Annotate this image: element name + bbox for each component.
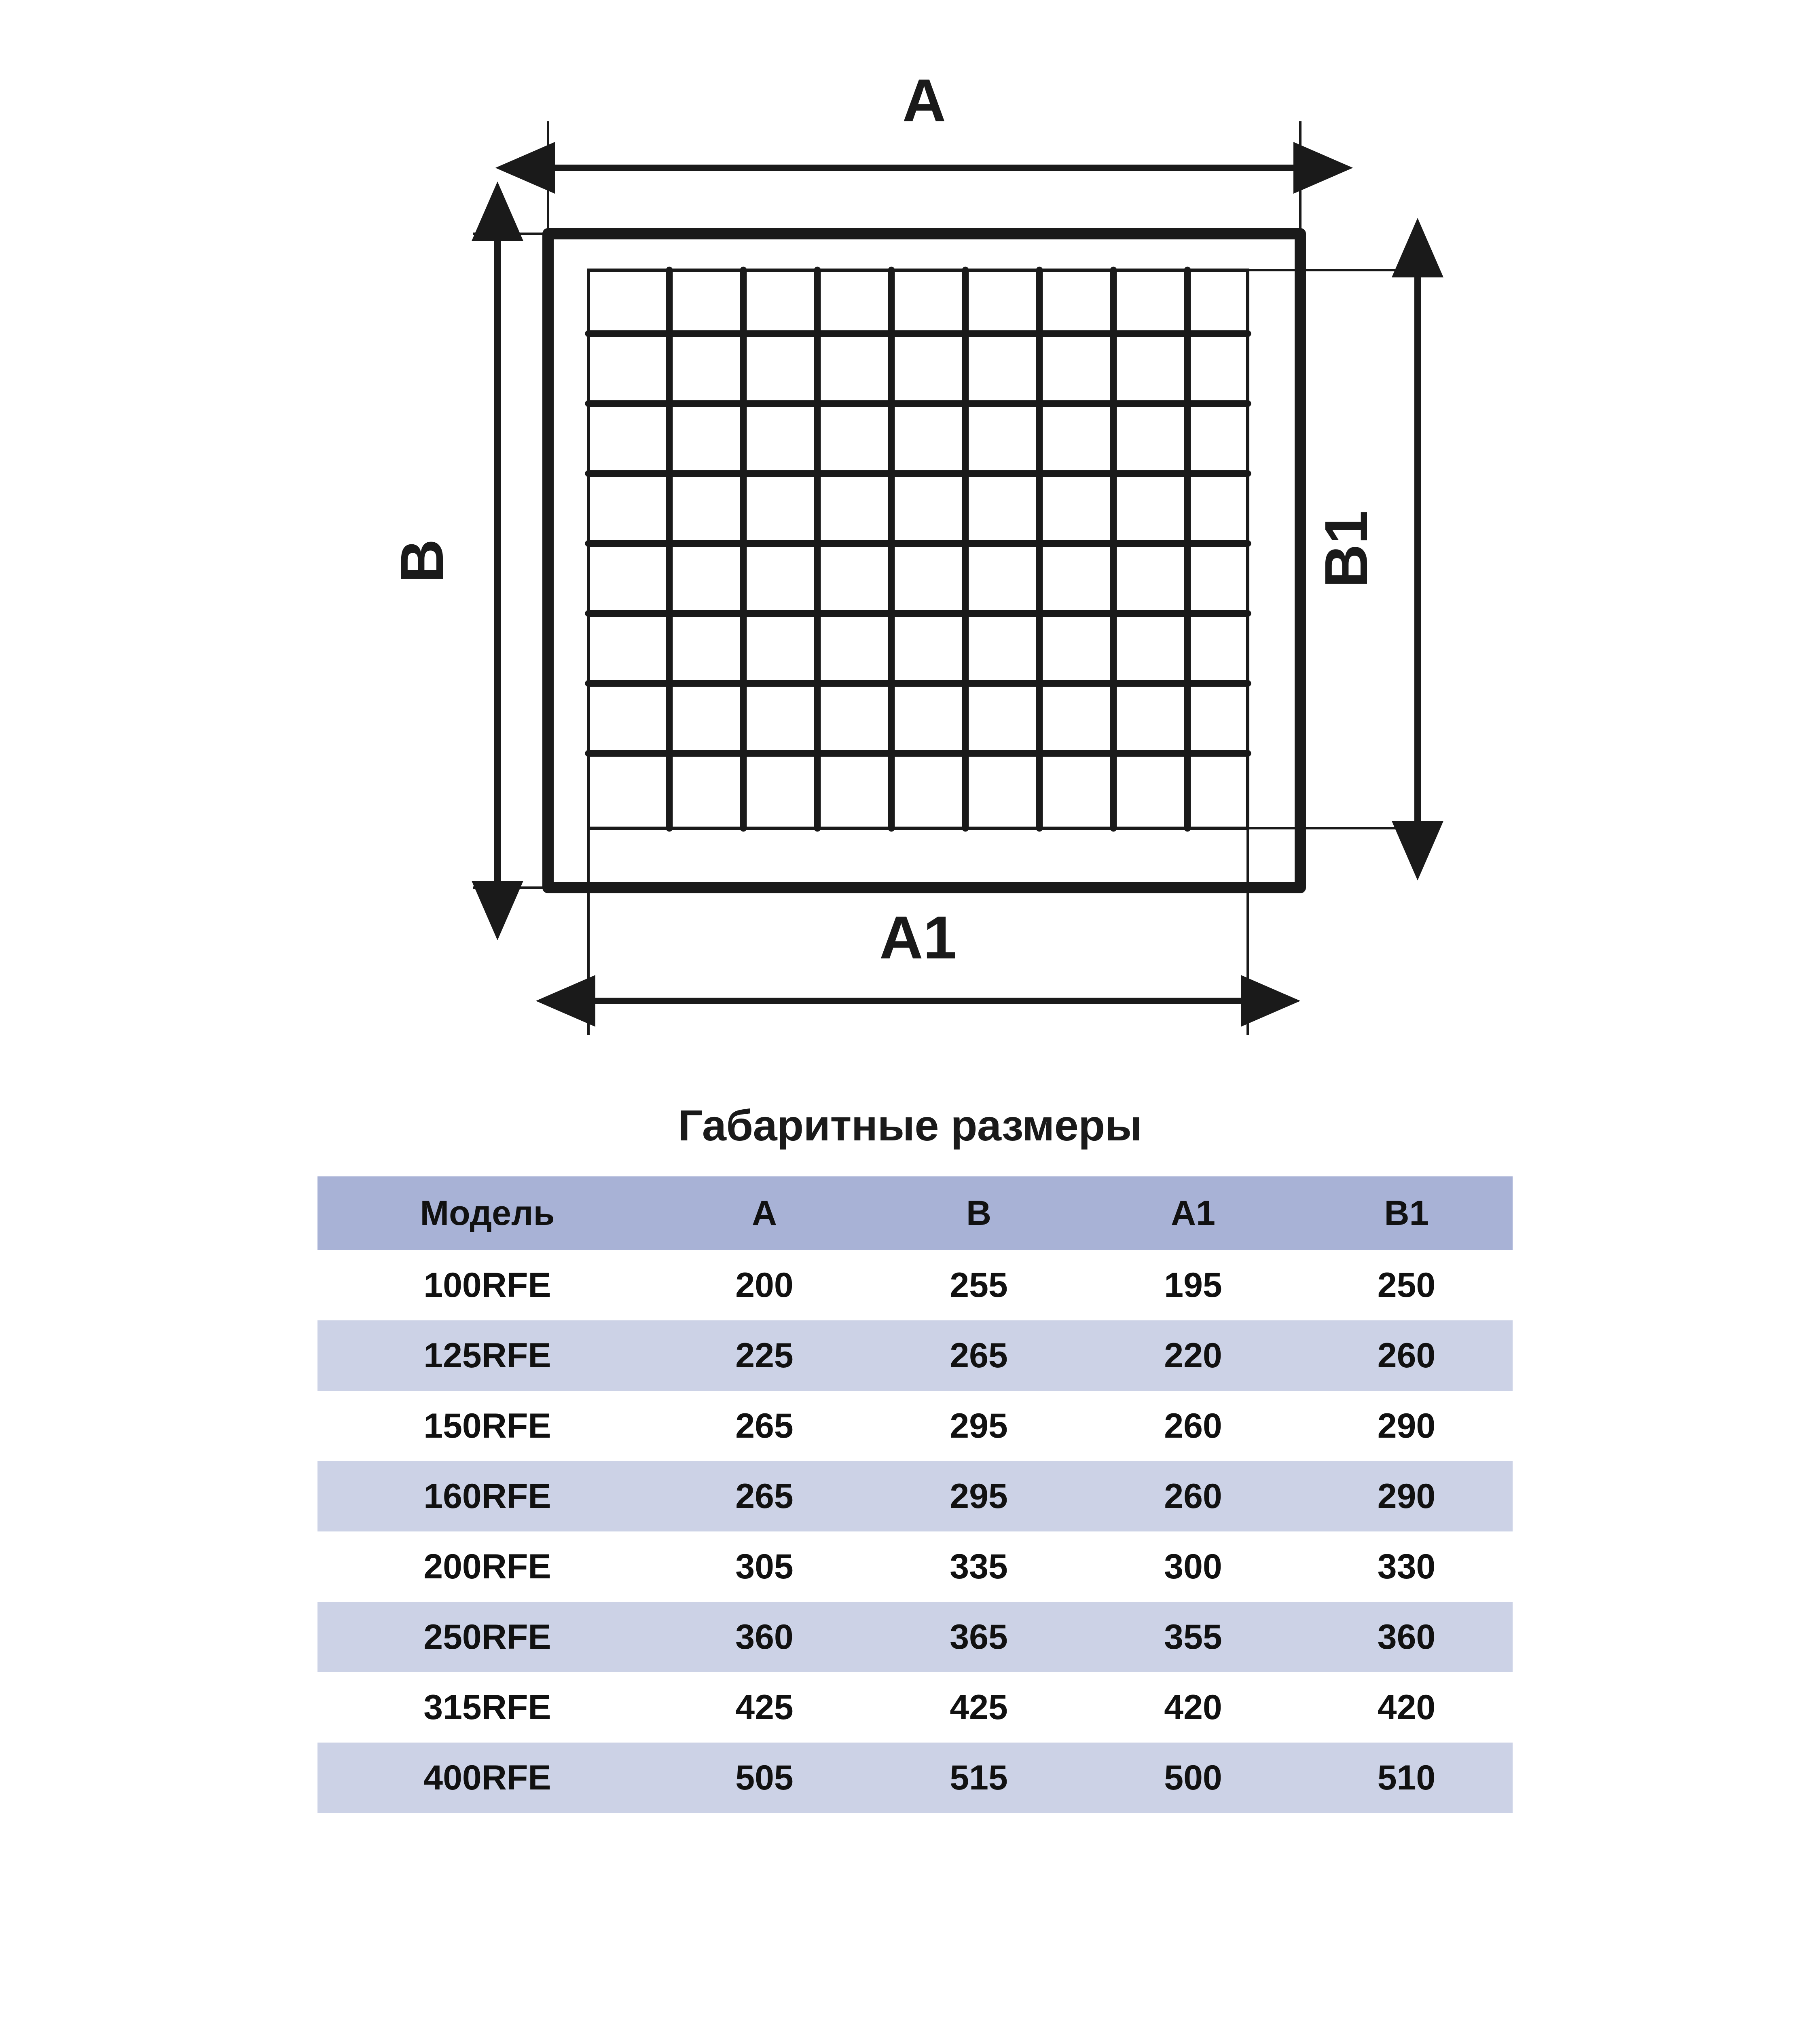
cell-a: 425 bbox=[657, 1672, 872, 1743]
cell-a: 265 bbox=[657, 1391, 872, 1461]
column-header-a1: A1 bbox=[1086, 1176, 1300, 1250]
cell-model: 200RFE bbox=[317, 1531, 657, 1602]
cell-a1: 500 bbox=[1086, 1743, 1300, 1813]
outer-frame bbox=[542, 228, 1306, 893]
cell-b: 335 bbox=[872, 1531, 1086, 1602]
table-title: Габаритные размеры bbox=[678, 1101, 1142, 1150]
dimension-label-b1: B1 bbox=[1312, 510, 1380, 588]
grille-horizontal-bars bbox=[585, 330, 1251, 757]
cell-model: 160RFE bbox=[317, 1461, 657, 1531]
cell-a1: 260 bbox=[1086, 1461, 1300, 1531]
cell-b1: 250 bbox=[1300, 1250, 1513, 1320]
column-header-model: Модель bbox=[317, 1176, 657, 1250]
cell-b: 295 bbox=[872, 1391, 1086, 1461]
dimension-label-b: B bbox=[388, 539, 456, 583]
technical-drawing: A B B1 A1 bbox=[388, 66, 1443, 1035]
cell-a1: 300 bbox=[1086, 1531, 1300, 1602]
cell-b1: 420 bbox=[1300, 1672, 1513, 1743]
table-row: 200RFE 305 335 300 330 bbox=[317, 1531, 1513, 1602]
table-row: 400RFE 505 515 500 510 bbox=[317, 1743, 1513, 1813]
cell-b: 295 bbox=[872, 1461, 1086, 1531]
cell-b: 365 bbox=[872, 1602, 1086, 1672]
cell-model: 400RFE bbox=[317, 1743, 657, 1813]
dimensions-section: Габаритные размеры Модель A B A1 B1 100R… bbox=[0, 1084, 1820, 1813]
dimension-label-a: A bbox=[902, 66, 946, 134]
dimension-label-a1: A1 bbox=[879, 903, 957, 971]
cell-a1: 195 bbox=[1086, 1250, 1300, 1320]
cell-model: 100RFE bbox=[317, 1250, 657, 1320]
table-header-row: Модель A B A1 B1 bbox=[317, 1176, 1513, 1250]
cell-a1: 260 bbox=[1086, 1391, 1300, 1461]
table-row: 125RFE 225 265 220 260 bbox=[317, 1320, 1513, 1391]
cell-a: 265 bbox=[657, 1461, 872, 1531]
cell-b: 515 bbox=[872, 1743, 1086, 1813]
table-row: 160RFE 265 295 260 290 bbox=[317, 1461, 1513, 1531]
table-row: 150RFE 265 295 260 290 bbox=[317, 1391, 1513, 1461]
table-row: 315RFE 425 425 420 420 bbox=[317, 1672, 1513, 1743]
cell-b1: 510 bbox=[1300, 1743, 1513, 1813]
cell-a: 200 bbox=[657, 1250, 872, 1320]
inner-rectangle bbox=[587, 269, 1249, 830]
column-header-a: A bbox=[657, 1176, 872, 1250]
cell-b1: 290 bbox=[1300, 1461, 1513, 1531]
cell-a1: 355 bbox=[1086, 1602, 1300, 1672]
dimension-arrows bbox=[472, 142, 1443, 1027]
cell-b1: 360 bbox=[1300, 1602, 1513, 1672]
grille-dimension-drawing: A B B1 A1 bbox=[388, 66, 1443, 1035]
table-row: 250RFE 360 365 355 360 bbox=[317, 1602, 1513, 1672]
cell-b: 265 bbox=[872, 1320, 1086, 1391]
dimensions-table: Модель A B A1 B1 100RFE 200 255 195 250 … bbox=[317, 1176, 1513, 1813]
column-header-b: B bbox=[872, 1176, 1086, 1250]
cell-a: 225 bbox=[657, 1320, 872, 1391]
column-header-b1: B1 bbox=[1300, 1176, 1513, 1250]
cell-b1: 330 bbox=[1300, 1531, 1513, 1602]
cell-a1: 220 bbox=[1086, 1320, 1300, 1391]
cell-b: 255 bbox=[872, 1250, 1086, 1320]
table-row: 100RFE 200 255 195 250 bbox=[317, 1250, 1513, 1320]
cell-b1: 260 bbox=[1300, 1320, 1513, 1391]
cell-a: 505 bbox=[657, 1743, 872, 1813]
cell-a1: 420 bbox=[1086, 1672, 1300, 1743]
cell-model: 250RFE bbox=[317, 1602, 657, 1672]
cell-a: 305 bbox=[657, 1531, 872, 1602]
cell-model: 125RFE bbox=[317, 1320, 657, 1391]
cell-model: 150RFE bbox=[317, 1391, 657, 1461]
cell-a: 360 bbox=[657, 1602, 872, 1672]
cell-b: 425 bbox=[872, 1672, 1086, 1743]
cell-b1: 290 bbox=[1300, 1391, 1513, 1461]
grille-vertical-bars bbox=[666, 266, 1191, 832]
cell-model: 315RFE bbox=[317, 1672, 657, 1743]
